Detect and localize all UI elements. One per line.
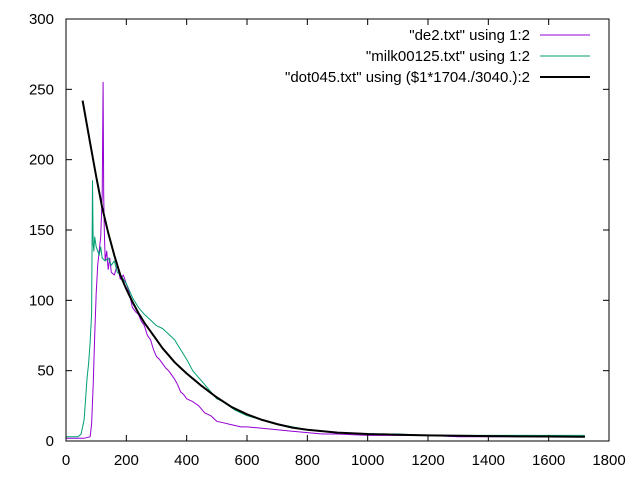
x-tick-label: 400 (174, 452, 199, 469)
plot-frame (65, 18, 610, 442)
y-tick-label: 200 (29, 152, 54, 169)
y-tick-label: 300 (29, 11, 54, 28)
series-layer (66, 81, 585, 439)
x-tick-label: 1600 (532, 452, 565, 469)
legend: "de2.txt" using 1:2 "milk00125.txt" using… (285, 27, 590, 86)
x-tick-label: 800 (295, 452, 320, 469)
legend-entry-label: "dot045.txt" using ($1*1704./3040.):2 (285, 69, 530, 86)
y-tick-label: 150 (29, 222, 54, 239)
legend-entry-label: "de2.txt" using 1:2 (409, 27, 530, 44)
legend-entry-label: "milk00125.txt" using 1:2 (366, 48, 530, 65)
x-tick-label: 1000 (351, 452, 384, 469)
y-tick-label: 50 (37, 363, 54, 380)
x-tick-label: 1400 (472, 452, 505, 469)
y-tick-label: 0 (46, 433, 54, 450)
x-tick-label: 0 (62, 452, 70, 469)
series-line-1 (66, 81, 585, 439)
y-tick-label: 100 (29, 292, 54, 309)
x-tick-label: 1800 (592, 452, 625, 469)
axis-layer: 0 200 400 600 800 1000 1200 1400 1600 1800 0 50 100 1… (29, 11, 626, 469)
x-tick-label: 200 (114, 452, 139, 469)
x-tick-label: 1200 (411, 452, 444, 469)
y-tick-label: 250 (29, 81, 54, 98)
x-tick-label: 600 (234, 452, 259, 469)
series-line-3 (81, 100, 585, 438)
